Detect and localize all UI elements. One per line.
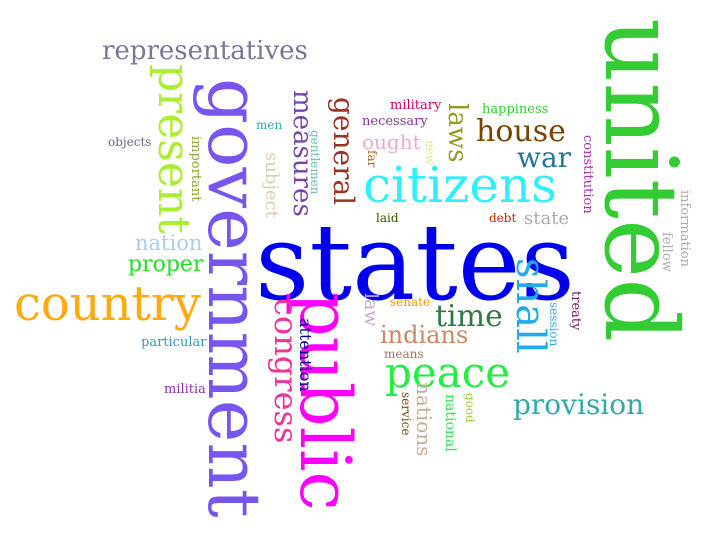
word-constitution: constitution — [580, 135, 595, 214]
word-treaty: treaty — [568, 291, 583, 331]
word-united: united — [582, 18, 699, 343]
word-fellow: fellow — [659, 232, 674, 272]
word-peace: peace — [385, 348, 511, 397]
word-state: state — [524, 208, 570, 229]
word-attention: attention — [296, 318, 315, 392]
word-states: states — [255, 201, 575, 324]
word-national: national — [442, 394, 458, 452]
word-session: session — [547, 302, 561, 347]
word-militia: militia — [164, 382, 206, 397]
word-necessary: necessary — [362, 114, 428, 129]
word-shall: shall — [507, 258, 553, 354]
word-provision: provision — [513, 388, 645, 421]
word-ought: ought — [362, 130, 421, 154]
word-debt: debt — [489, 211, 517, 225]
word-proper: proper — [128, 252, 204, 277]
word-information: information — [677, 190, 692, 268]
word-military: military — [390, 98, 442, 113]
word-happiness: happiness — [482, 102, 549, 117]
word-country: country — [14, 276, 201, 332]
word-house: house — [476, 114, 566, 149]
word-time: time — [435, 299, 503, 334]
word-law: law — [360, 293, 382, 327]
word-gentlemen: gentlemen — [308, 130, 322, 195]
word-nation: nation — [135, 231, 203, 255]
word-particular: particular — [141, 335, 207, 350]
word-men: men — [256, 118, 283, 132]
word-far: far — [365, 150, 379, 168]
word-senate: senate — [390, 295, 431, 309]
word-indians: indians — [380, 321, 469, 349]
word-new: new — [423, 140, 437, 166]
word-good: good — [463, 393, 477, 423]
word-war: war — [517, 141, 572, 174]
word-government: government — [192, 78, 276, 518]
word-subject: subject — [261, 152, 282, 218]
word-objects: objects — [108, 135, 152, 149]
word-service: service — [399, 392, 413, 436]
word-laws: laws — [442, 103, 472, 163]
word-general: general — [327, 97, 360, 206]
word-citizens: citizens — [363, 156, 557, 214]
word-means: means — [384, 347, 424, 361]
word-laid: laid — [376, 211, 399, 225]
word-nations: nations — [412, 382, 436, 457]
word-important: important — [188, 136, 203, 202]
word-representatives: representatives — [102, 36, 308, 66]
